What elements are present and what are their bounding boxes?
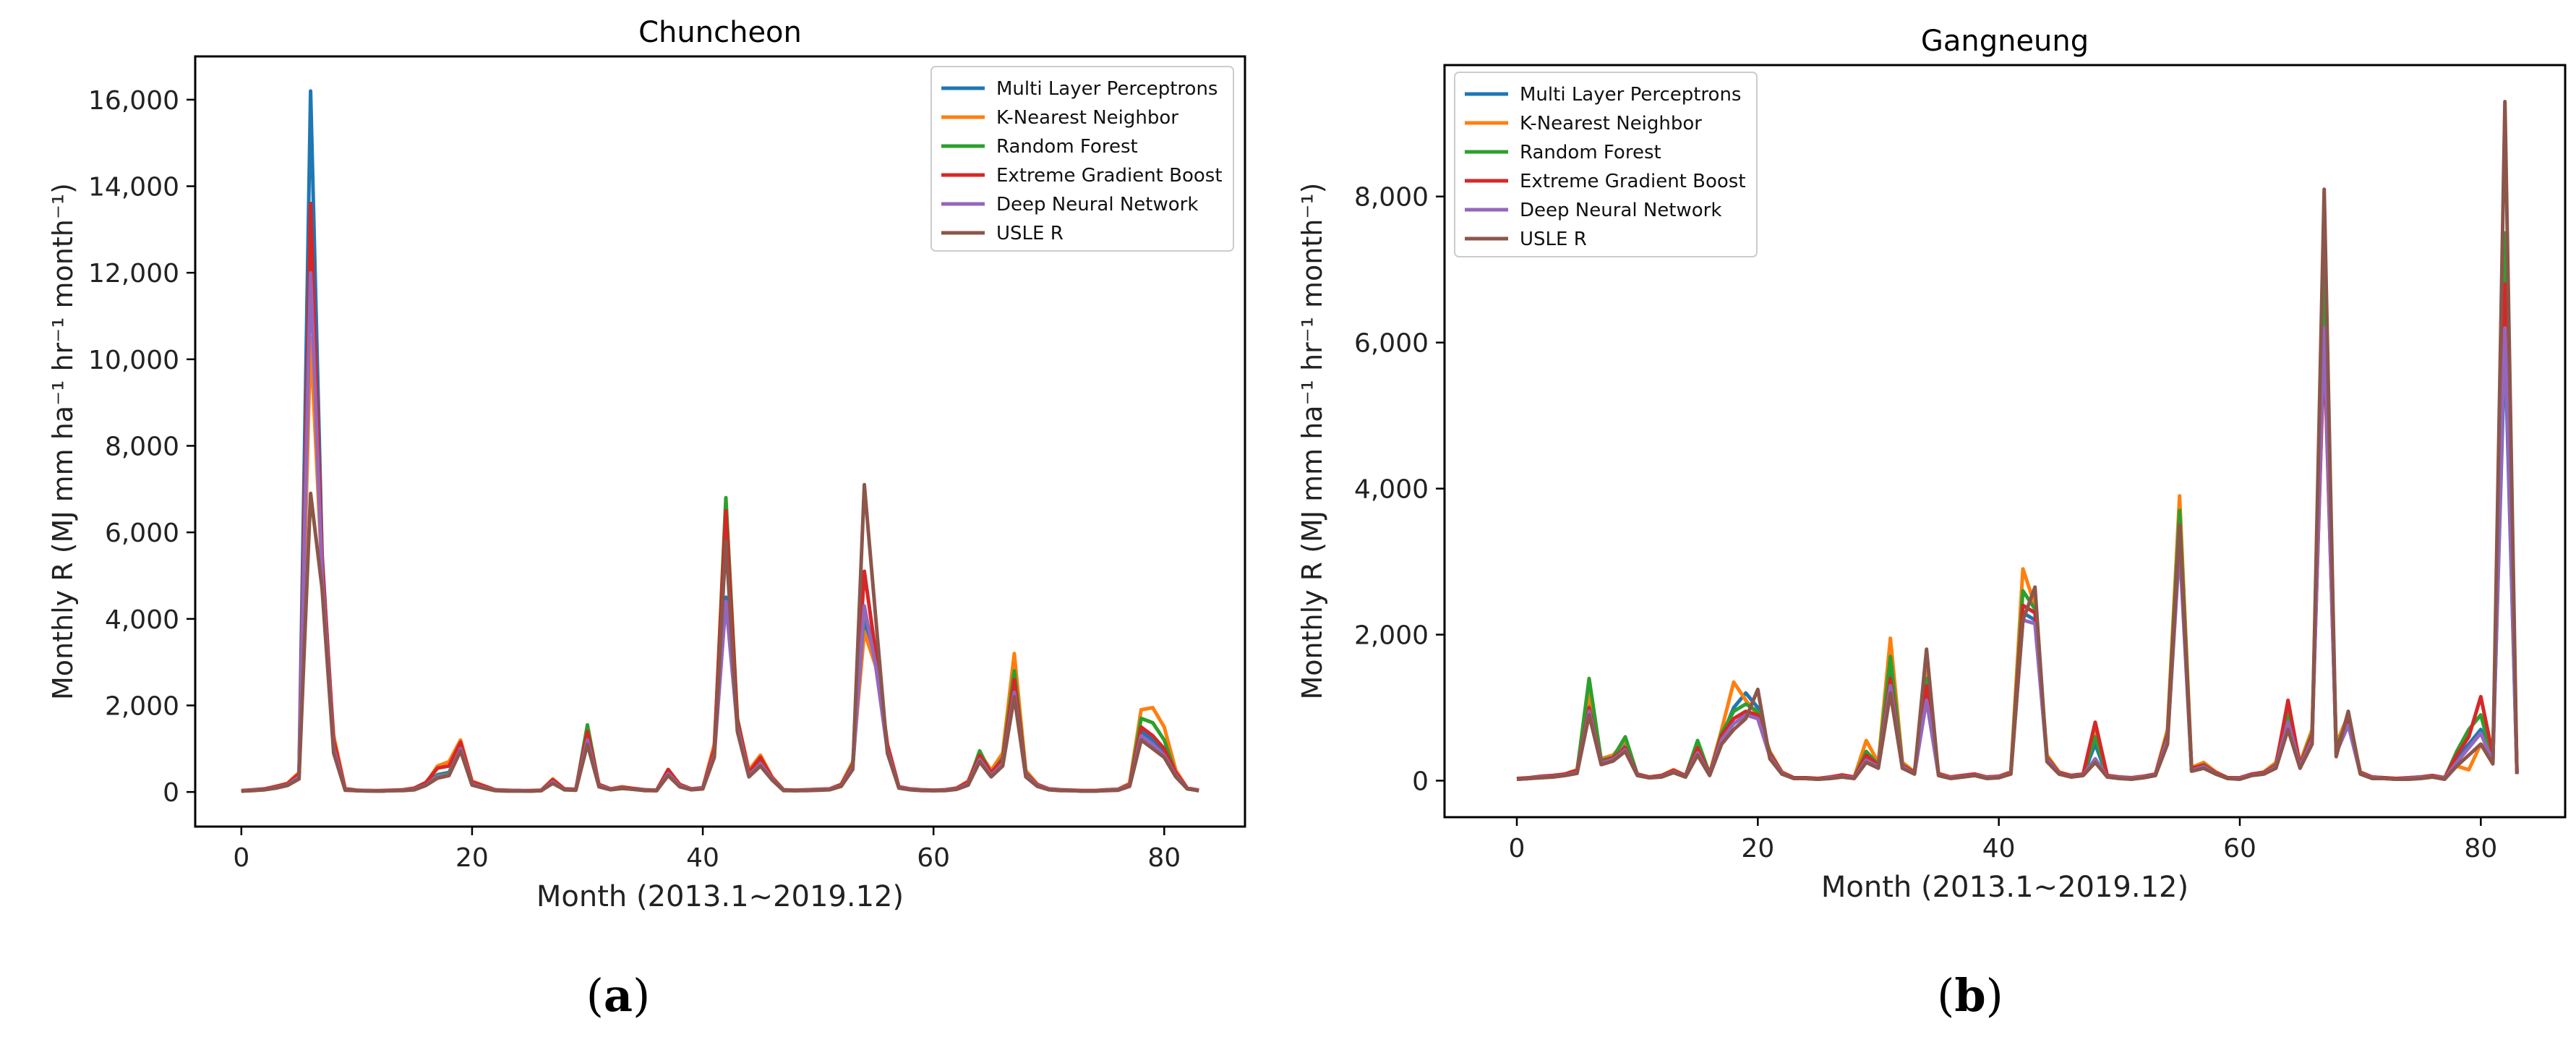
x-tick-label: 60 xyxy=(917,843,950,873)
y-tick-label: 2,000 xyxy=(105,691,179,721)
legend-label: Deep Neural Network xyxy=(996,194,1198,216)
x-tick-label: 0 xyxy=(1509,834,1526,863)
x-tick-label: 40 xyxy=(1982,834,2016,863)
x-tick-label: 60 xyxy=(2223,834,2256,863)
legend-label: Multi Layer Perceptrons xyxy=(996,78,1218,100)
legend-label: Multi Layer Perceptrons xyxy=(1520,84,1741,106)
y-tick-label: 4,000 xyxy=(105,605,179,635)
chart-gangneung: Gangneung 0 20 40 60 80 0 2,000 4,000 6,000 8,000 M… xyxy=(1296,25,2567,904)
x-tick-label: 80 xyxy=(1147,843,1181,873)
legend-label: USLE R xyxy=(996,223,1064,244)
x-tick-label: 20 xyxy=(1741,834,1774,863)
y-axis-label: Monthly R (MJ mm ha⁻¹ hr⁻¹ month⁻¹) xyxy=(1296,183,1328,700)
y-tick-label: 12,000 xyxy=(88,259,179,289)
legend-label: Extreme Gradient Boost xyxy=(1520,171,1746,192)
legend-label: Deep Neural Network xyxy=(1520,200,1721,221)
chart-title: Gangneung xyxy=(1921,25,2089,58)
y-axis-label: Monthly R (MJ mm ha⁻¹ hr⁻¹ month⁻¹) xyxy=(47,183,79,700)
legend-label: Random Forest xyxy=(1520,142,1661,163)
legend-label: Extreme Gradient Boost xyxy=(996,165,1223,187)
y-tick-label: 6,000 xyxy=(105,519,179,548)
series-line-usle-r xyxy=(241,482,1199,793)
y-tick-label: 2,000 xyxy=(1354,621,1429,651)
legend-box xyxy=(1454,72,1758,257)
series-line-usle-r xyxy=(1516,100,2519,781)
x-tick-label: 80 xyxy=(2464,834,2497,863)
y-tick-label: 6,000 xyxy=(1354,329,1429,359)
legend-box xyxy=(930,66,1234,252)
y-tick-label: 14,000 xyxy=(88,172,179,202)
panel-label-b: (b) xyxy=(1937,969,2003,1022)
x-axis-label: Month (2013.1~2019.12) xyxy=(536,880,904,913)
legend-label: K-Nearest Neighbor xyxy=(996,107,1178,129)
y-tick-label: 16,000 xyxy=(88,86,179,116)
x-tick-label: 20 xyxy=(455,843,489,873)
y-tick-label: 0 xyxy=(1412,767,1429,797)
panel-label-a: (a) xyxy=(586,969,651,1022)
chart-chuncheon: Chuncheon 0 20 40 60 80 0 2,000 4,000 6,000 8,000 1… xyxy=(47,16,1246,913)
y-tick-label: 8,000 xyxy=(1354,183,1429,213)
y-tick-label: 8,000 xyxy=(105,432,179,461)
y-tick-label: 4,000 xyxy=(1354,475,1429,505)
y-tick-label: 0 xyxy=(163,778,179,808)
legend-label: K-Nearest Neighbor xyxy=(1520,113,1702,135)
x-tick-label: 40 xyxy=(686,843,719,873)
x-tick-label: 0 xyxy=(233,843,249,873)
legend-label: USLE R xyxy=(1520,229,1587,250)
legend-label: Random Forest xyxy=(996,136,1138,158)
y-tick-label: 10,000 xyxy=(88,346,179,375)
chart-title: Chuncheon xyxy=(638,16,802,49)
x-axis-label: Month (2013.1~2019.12) xyxy=(1821,871,2188,904)
